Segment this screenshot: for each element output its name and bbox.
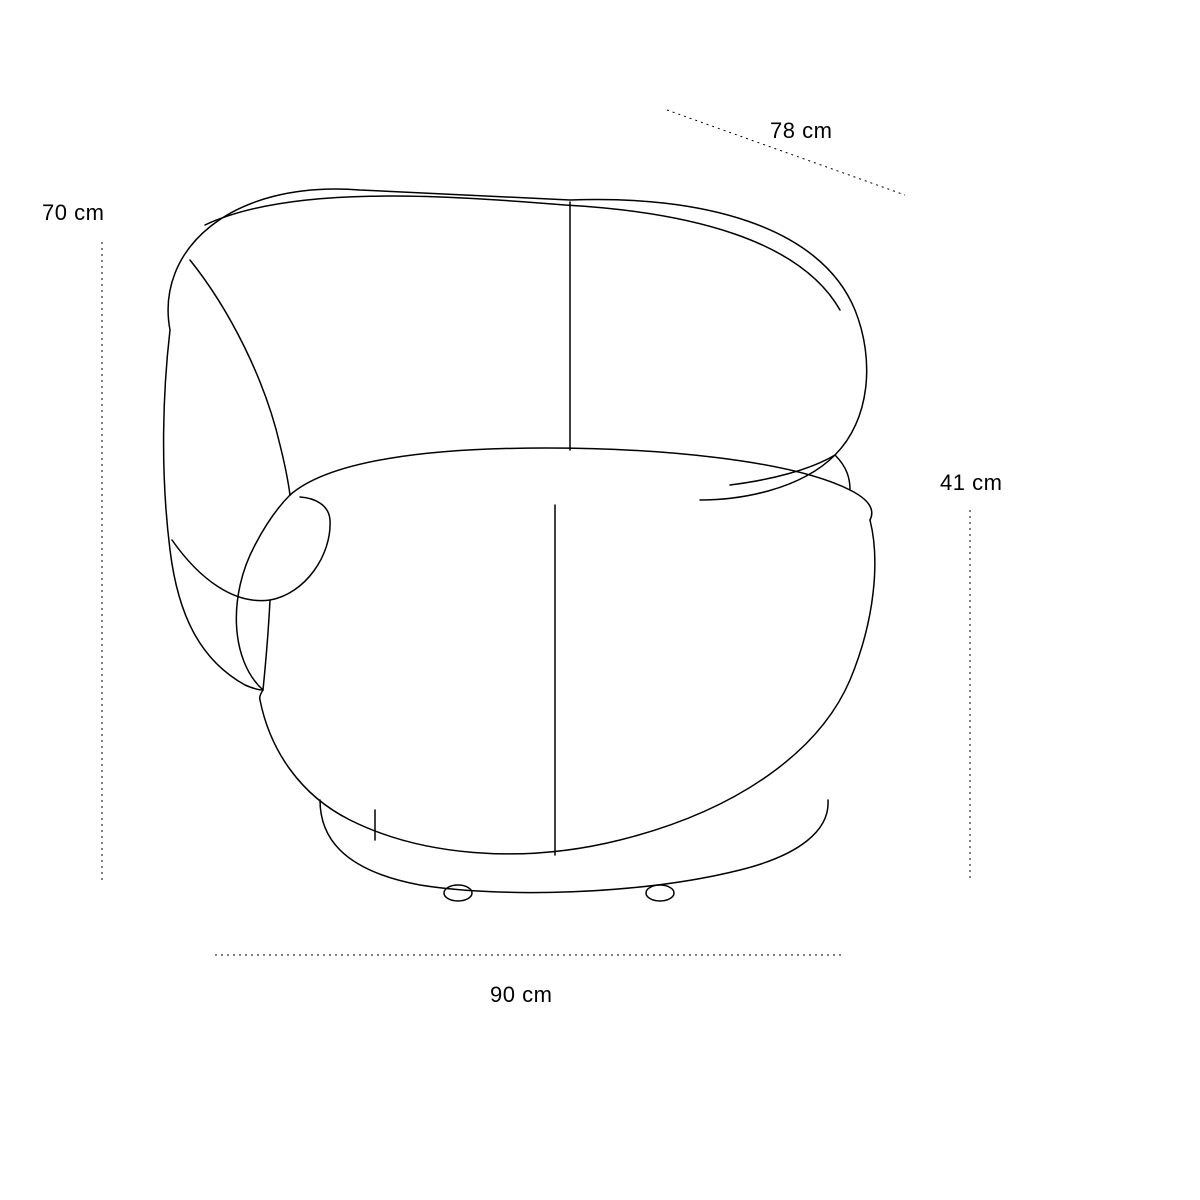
foot-right — [646, 885, 674, 901]
seat-top-edge — [290, 448, 872, 520]
dimension-width-label: 90 cm — [490, 982, 552, 1008]
dimension-depth-label: 78 cm — [770, 118, 832, 144]
dimension-seat-height-label: 41 cm — [940, 470, 1002, 496]
plinth — [320, 800, 828, 893]
left-arm-to-base — [263, 600, 270, 690]
foot-left — [444, 885, 472, 901]
dimension-guides — [102, 110, 970, 955]
dimension-height-label: 70 cm — [42, 200, 104, 226]
chair-outline — [164, 189, 875, 901]
armchair-diagram — [0, 0, 1200, 1200]
left-arm-inner — [190, 260, 290, 495]
left-arm-outer-flow — [172, 497, 330, 601]
right-backrest-seat — [730, 455, 835, 485]
backrest-inner-rim — [205, 196, 840, 310]
